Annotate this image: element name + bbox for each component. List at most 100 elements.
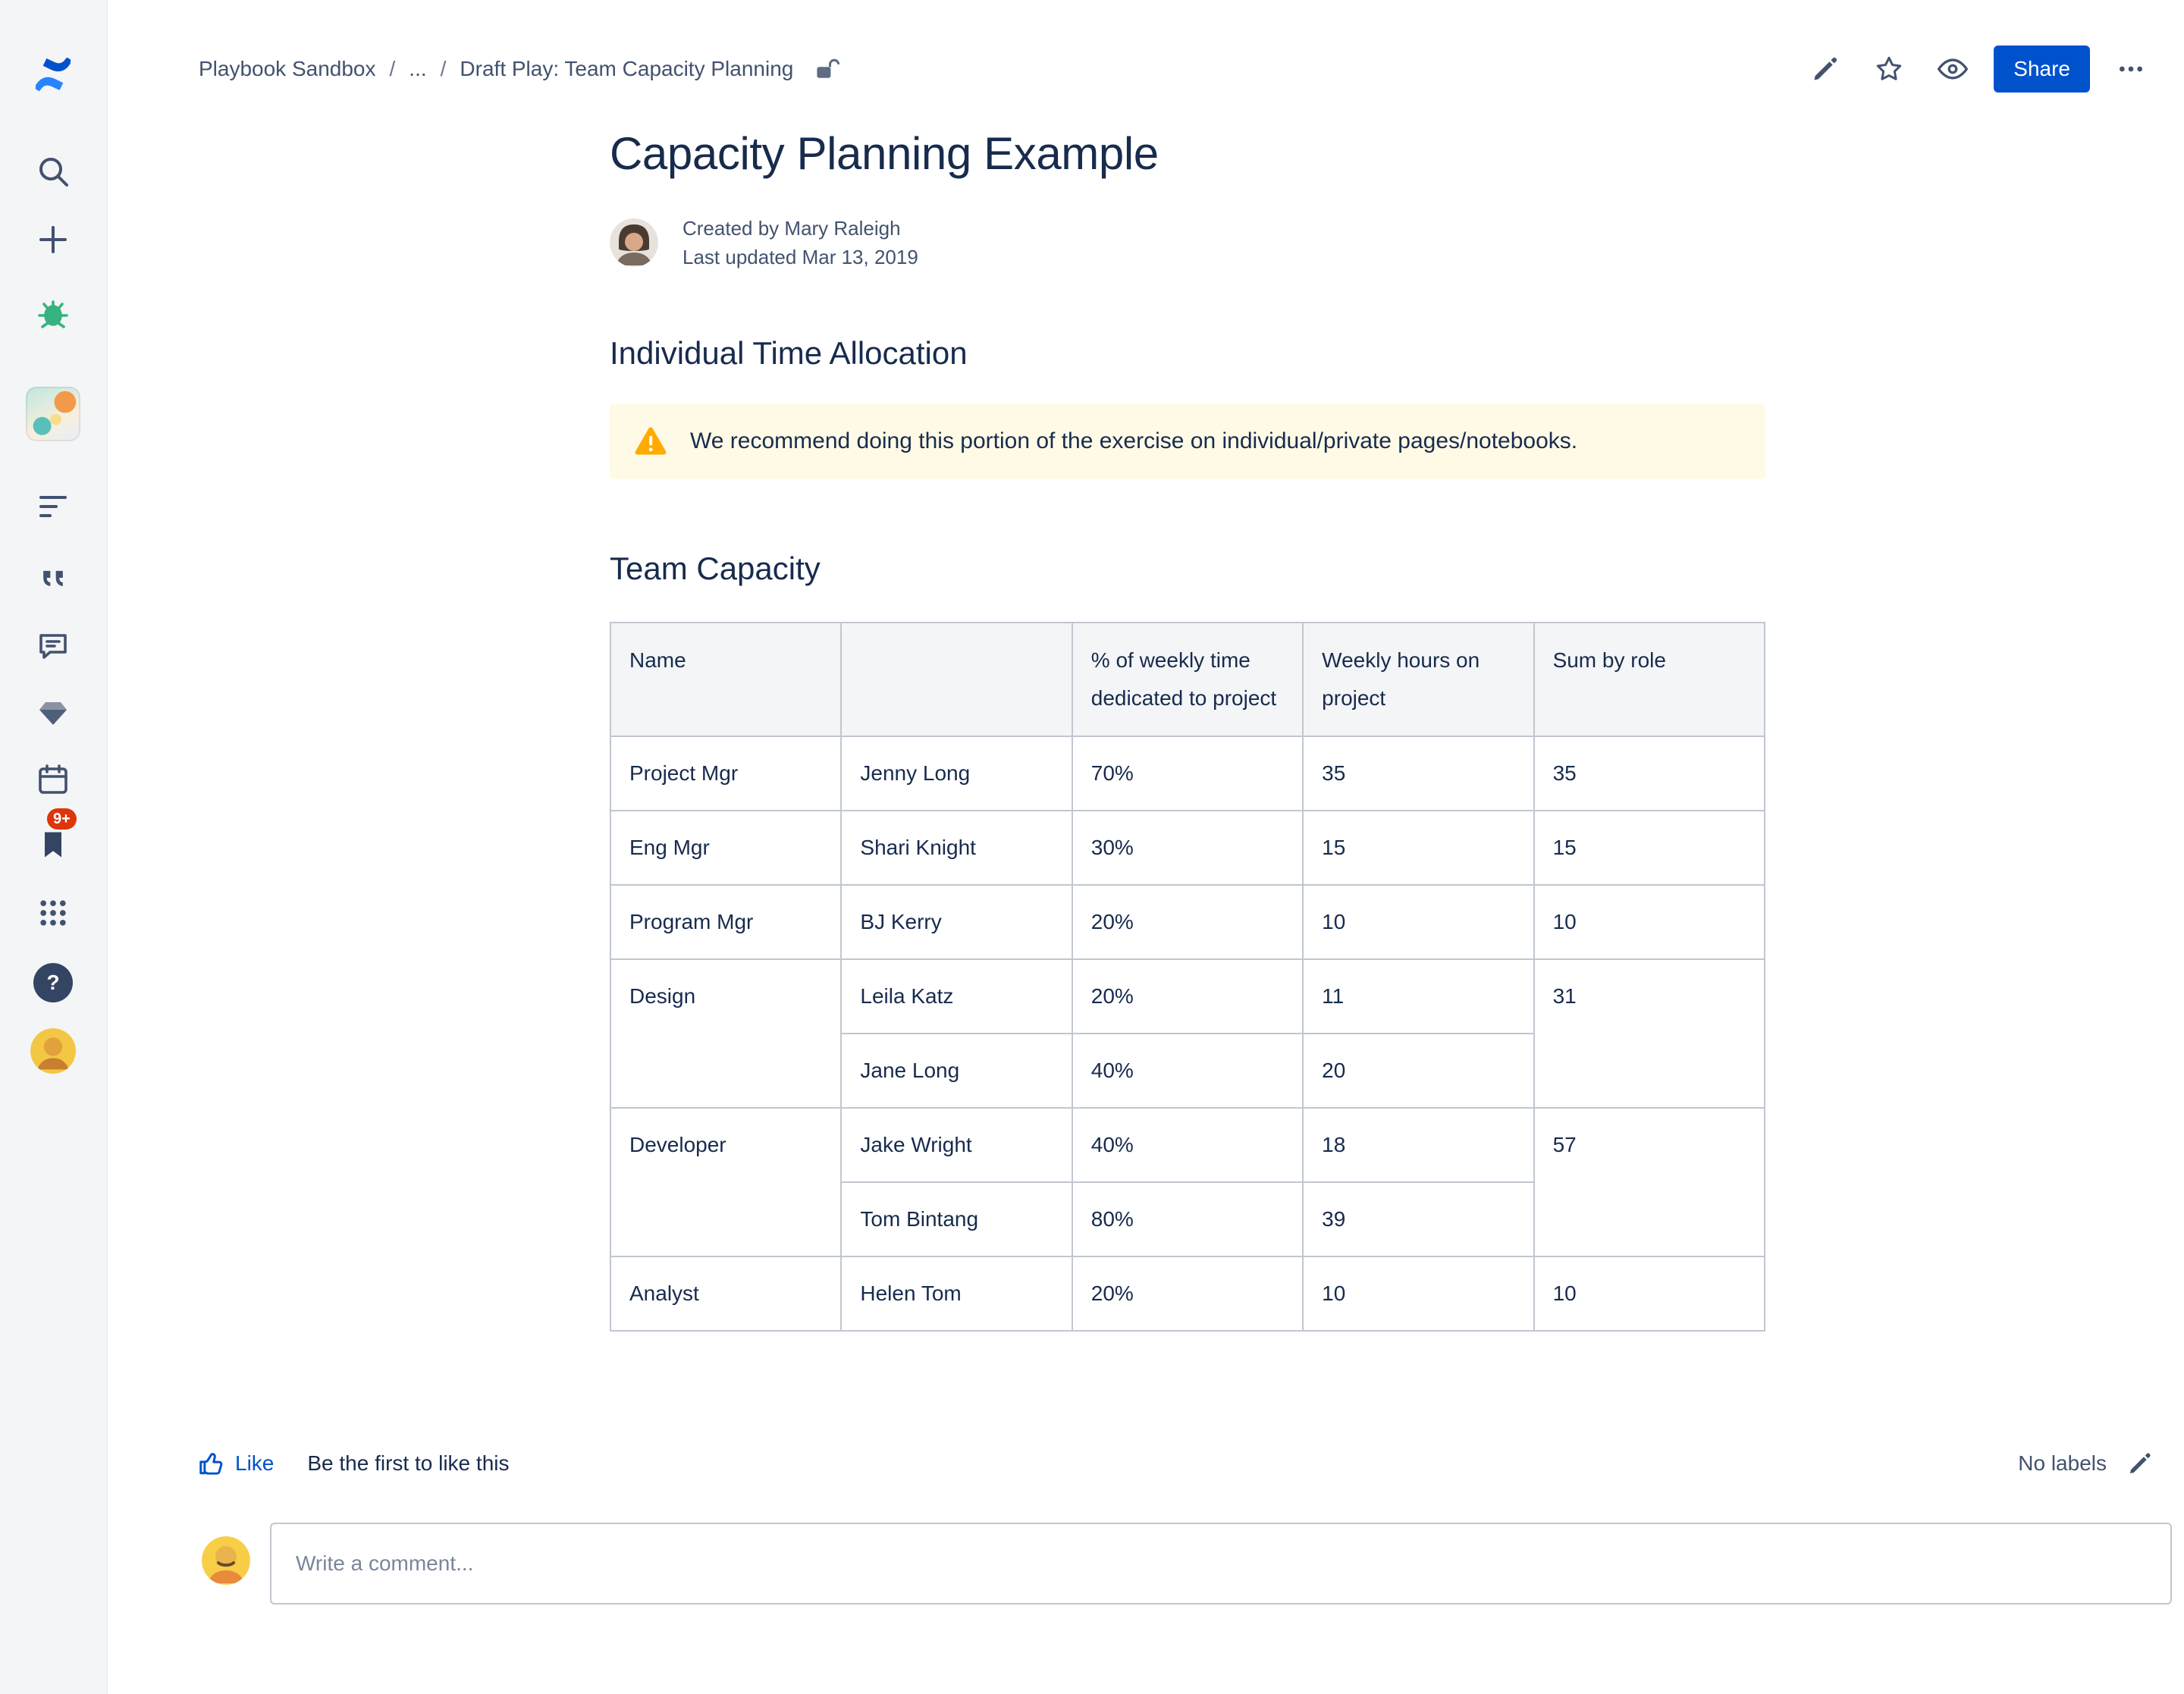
- notifications-button[interactable]: 9+: [27, 808, 79, 871]
- table-row: Eng Mgr Shari Knight 30% 15 15: [609, 810, 1766, 886]
- sum-cell: 10: [1533, 884, 1766, 960]
- breadcrumb-page[interactable]: Draft Play: Team Capacity Planning: [460, 57, 794, 80]
- like-hint: Be the first to like this: [307, 1451, 510, 1475]
- comment-bubble-icon: [39, 634, 67, 659]
- favourite-button[interactable]: [1866, 46, 1912, 92]
- pct-cell: 80%: [1071, 1181, 1304, 1257]
- table-row: Developer Jake Wright 40% 18 57: [609, 1107, 1766, 1257]
- role-cell: Program Mgr: [609, 884, 843, 960]
- like-group: Like Be the first to like this: [199, 1451, 509, 1476]
- pct-cell: 20%: [1071, 1256, 1304, 1332]
- page-title: Capacity Planning Example: [610, 128, 1159, 179]
- sidebar: 9+ ?: [0, 0, 108, 1694]
- pct-cell: 70%: [1071, 736, 1304, 811]
- breadcrumb: Playbook Sandbox / ... / Draft Play: Tea…: [199, 57, 840, 81]
- comments-button[interactable]: [27, 620, 79, 672]
- help-glyph: ?: [46, 971, 60, 994]
- help-button[interactable]: ?: [27, 957, 79, 1009]
- name-cell: Jake Wright: [840, 1107, 1073, 1183]
- breadcrumb-space[interactable]: Playbook Sandbox: [199, 57, 376, 80]
- role-cell: Developer: [609, 1107, 843, 1257]
- labels-group: No labels: [2018, 1447, 2157, 1480]
- name-cell: Helen Tom: [840, 1256, 1073, 1332]
- restrictions-button[interactable]: [813, 58, 840, 80]
- column-header-hours: Weekly hours on project: [1302, 622, 1535, 737]
- unlock-icon: [817, 58, 840, 78]
- more-button[interactable]: [2108, 46, 2154, 92]
- sum-cell: 35: [1533, 736, 1766, 811]
- create-button[interactable]: [27, 214, 79, 265]
- commenter-avatar-image: [202, 1536, 250, 1585]
- bug-report-button[interactable]: [27, 287, 79, 338]
- name-cell: Shari Knight: [840, 810, 1073, 886]
- confluence-logo[interactable]: [27, 49, 79, 100]
- page-actions: Share: [1803, 45, 2154, 93]
- edit-button[interactable]: [1803, 46, 1848, 92]
- breadcrumb-separator: /: [389, 57, 396, 80]
- space-shortcut[interactable]: [26, 387, 80, 441]
- hours-cell: 11: [1302, 958, 1535, 1034]
- search-icon: [39, 158, 68, 187]
- label-pencil-icon: [2129, 1453, 2151, 1474]
- pct-cell: 20%: [1071, 884, 1304, 960]
- space-avatar: [26, 387, 80, 441]
- role-cell: Project Mgr: [609, 736, 843, 811]
- app-switcher-button[interactable]: [27, 887, 79, 939]
- user-avatar-image: [30, 1028, 76, 1074]
- column-header-sum: Sum by role: [1533, 622, 1766, 737]
- quotes-button[interactable]: [27, 552, 79, 604]
- commenter-avatar: [202, 1536, 250, 1585]
- comment-composer: [202, 1523, 2172, 1605]
- search-button[interactable]: [27, 146, 79, 197]
- last-updated: Last updated Mar 13, 2019: [682, 246, 918, 268]
- questions-button[interactable]: [27, 687, 79, 739]
- pct-cell: 20%: [1071, 958, 1304, 1034]
- calendar-button[interactable]: [27, 754, 79, 805]
- pct-cell: 40%: [1071, 1107, 1304, 1183]
- hours-cell: 39: [1302, 1181, 1535, 1257]
- watch-button[interactable]: [1930, 46, 1975, 92]
- sum-cell: 15: [1533, 810, 1766, 886]
- quote-icon: [43, 570, 63, 586]
- hours-cell: 15: [1302, 810, 1535, 886]
- table-row: Jane Long 40% 20: [610, 1033, 1765, 1109]
- sum-cell: 10: [1533, 1256, 1766, 1332]
- like-label: Like: [235, 1451, 275, 1475]
- column-header-pct: % of weekly time dedicated to project: [1071, 622, 1304, 737]
- warning-panel: We recommend doing this portion of the e…: [610, 403, 1765, 479]
- role-cell: Eng Mgr: [609, 810, 843, 886]
- name-cell: Jenny Long: [840, 736, 1073, 811]
- created-by: Created by Mary Raleigh: [682, 217, 901, 240]
- table-row: Project Mgr Jenny Long 70% 35 35: [609, 736, 1766, 811]
- breadcrumb-separator: /: [440, 57, 447, 80]
- calendar-icon: [39, 764, 67, 794]
- flag-icon: [45, 832, 61, 858]
- table-header-row: Name % of weekly time dedicated to proje…: [609, 622, 1766, 737]
- breadcrumb-ellipsis[interactable]: ...: [409, 57, 427, 80]
- author-avatar: [610, 218, 658, 267]
- profile-button[interactable]: [27, 1025, 79, 1077]
- diamond-icon: [39, 702, 67, 725]
- sum-cell: 31: [1533, 958, 1766, 1109]
- pencil-icon: [1814, 57, 1837, 80]
- column-header-name: [840, 622, 1073, 737]
- role-cell: Design: [609, 958, 843, 1109]
- role-cell: Analyst: [609, 1256, 843, 1332]
- thumbs-up-icon: [199, 1453, 223, 1475]
- edit-labels-button[interactable]: [2123, 1447, 2157, 1480]
- align-left-icon: [39, 496, 67, 517]
- share-button[interactable]: Share: [1994, 45, 2090, 93]
- hours-cell: 18: [1302, 1107, 1535, 1183]
- byline: Created by Mary Raleigh Last updated Mar…: [610, 214, 1765, 271]
- warning-text: We recommend doing this portion of the e…: [690, 428, 1578, 453]
- section-heading-individual: Individual Time Allocation: [610, 335, 968, 371]
- more-ellipsis-icon: [2120, 66, 2142, 72]
- topbar: Playbook Sandbox / ... / Draft Play: Tea…: [108, 0, 2184, 93]
- like-button[interactable]: Like: [199, 1451, 274, 1476]
- section-heading-team: Team Capacity: [610, 551, 821, 586]
- warning-icon: [635, 427, 667, 455]
- recent-pages-button[interactable]: [27, 481, 79, 532]
- comment-input[interactable]: [270, 1523, 2172, 1605]
- grid-icon: [40, 900, 66, 926]
